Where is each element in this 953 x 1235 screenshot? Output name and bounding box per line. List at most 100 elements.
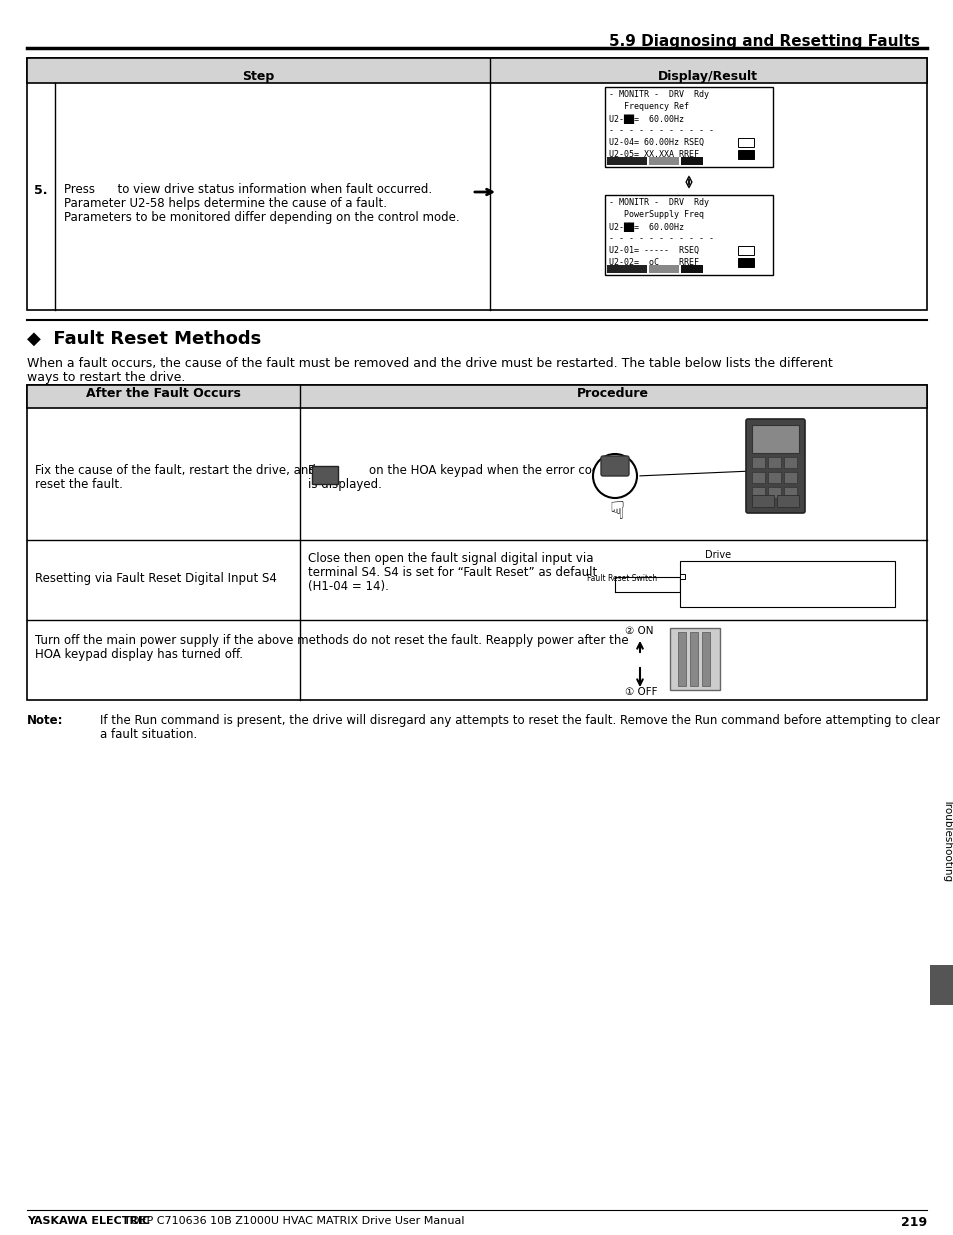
Bar (783, 487, 796, 498)
Bar (783, 472, 796, 483)
Text: When a fault occurs, the cause of the fault must be removed and the drive must b: When a fault occurs, the cause of the fa… (27, 357, 832, 370)
Text: Freq Ref (OPR): Freq Ref (OPR) (754, 426, 794, 431)
Text: RREF: RREF (738, 259, 753, 264)
Text: ◆  Fault Reset Methods: ◆ Fault Reset Methods (27, 330, 261, 348)
Bar (648, 157, 679, 165)
Text: U2-██=  60.00Hz: U2-██= 60.00Hz (608, 222, 683, 231)
Text: ...: ... (770, 443, 779, 448)
Text: 5.9 Diagnosing and Resetting Faults: 5.9 Diagnosing and Resetting Faults (608, 35, 919, 49)
Bar (767, 457, 781, 468)
Text: JOG: JOG (620, 157, 633, 163)
Text: is displayed.: is displayed. (308, 478, 381, 492)
Text: ② ON: ② ON (624, 626, 653, 636)
Bar (738, 246, 753, 254)
Bar (689, 632, 698, 685)
Text: - MONITR -  DRV  Rdy: - MONITR - DRV Rdy (608, 198, 708, 207)
Text: YASKAWA ELECTRIC: YASKAWA ELECTRIC (27, 1216, 150, 1226)
Text: Drive: Drive (704, 550, 730, 559)
Bar (738, 258, 753, 267)
Bar (604, 86, 772, 167)
Bar (776, 495, 799, 508)
Text: ☟: ☟ (609, 500, 624, 524)
Text: RSEQ: RSEQ (738, 247, 753, 252)
Text: U2-02=  oC    RREF: U2-02= oC RREF (608, 258, 699, 267)
FancyBboxPatch shape (745, 419, 804, 513)
Text: (H1-04 = 14).: (H1-04 = 14). (308, 580, 389, 593)
Text: ways to restart the drive.: ways to restart the drive. (27, 370, 185, 384)
Text: - - - - - - - - - - -: - - - - - - - - - - - (608, 233, 713, 243)
Text: TOEP C710636 10B Z1000U HVAC MATRIX Drive User Manual: TOEP C710636 10B Z1000U HVAC MATRIX Driv… (117, 1216, 464, 1226)
Text: Resetting via Fault Reset Digital Input S4: Resetting via Fault Reset Digital Input … (35, 572, 276, 585)
Text: 219: 219 (900, 1216, 926, 1229)
Bar (767, 487, 781, 498)
Text: a fault situation.: a fault situation. (100, 727, 197, 741)
Bar (679, 561, 894, 606)
Text: S4  Fault Reset Digital Input: S4 Fault Reset Digital Input (684, 576, 810, 584)
Text: Display/Result: Display/Result (658, 70, 758, 83)
Text: AUTO: AUTO (757, 496, 768, 501)
Bar (680, 266, 702, 273)
Bar (751, 487, 764, 498)
Text: 5.: 5. (34, 184, 48, 196)
Bar (751, 457, 764, 468)
Text: U2-01= -----  RSEQ: U2-01= ----- RSEQ (608, 246, 699, 254)
Text: Step: Step (242, 70, 274, 83)
Text: Press        on the HOA keypad when the error code: Press on the HOA keypad when the error c… (308, 464, 606, 477)
Bar (929, 965, 953, 1005)
Text: Turn off the main power supply if the above methods do not reset the fault. Reap: Turn off the main power supply if the ab… (35, 634, 628, 647)
Bar (679, 574, 684, 579)
Text: Note:: Note: (27, 714, 64, 727)
Circle shape (593, 454, 637, 498)
Text: U2-██=  60.00Hz: U2-██= 60.00Hz (608, 114, 683, 124)
Text: OFF: OFF (782, 496, 792, 501)
Text: Close then open the fault signal digital input via: Close then open the fault signal digital… (308, 552, 593, 564)
Bar (783, 457, 796, 468)
Text: U1-02=60.00Hz: U1-02=60.00Hz (756, 437, 793, 442)
Text: U2-04= 60.00Hz RSEQ: U2-04= 60.00Hz RSEQ (608, 138, 703, 147)
FancyBboxPatch shape (600, 456, 628, 475)
Bar (751, 472, 764, 483)
Bar (669, 629, 720, 690)
Text: FWD: FWD (657, 266, 670, 270)
Bar (648, 266, 679, 273)
Text: RESET: RESET (603, 468, 625, 473)
Bar (767, 472, 781, 483)
Bar (604, 195, 772, 275)
Text: Parameter U2-58 helps determine the cause of a fault.: Parameter U2-58 helps determine the caus… (64, 198, 387, 210)
Bar (27, 58, 926, 310)
Text: Press      to view drive status information when fault occurred.: Press to view drive status information w… (64, 183, 432, 196)
Text: terminal S4. S4 is set for “Fault Reset” as default: terminal S4. S4 is set for “Fault Reset”… (308, 566, 597, 579)
Text: Fault Reset Switch: Fault Reset Switch (586, 574, 657, 583)
Bar (27, 58, 926, 83)
Text: If the Run command is present, the drive will disregard any attempts to reset th: If the Run command is present, the drive… (100, 714, 939, 727)
Bar (27, 385, 926, 408)
Text: U1-01=60.00Hz: U1-01=60.00Hz (756, 431, 793, 436)
Bar (606, 266, 646, 273)
Text: RESET: RESET (314, 475, 335, 480)
Text: Troubleshooting: Troubleshooting (942, 799, 952, 882)
Bar (27, 385, 926, 700)
Bar (751, 425, 799, 453)
Text: Frequency Ref: Frequency Ref (608, 103, 688, 111)
Bar (751, 495, 773, 508)
Bar (678, 632, 685, 685)
Text: SC  Digital Input Common: SC Digital Input Common (684, 588, 801, 597)
Text: PowerSupply Freq: PowerSupply Freq (608, 210, 703, 219)
Text: RREF: RREF (738, 151, 753, 156)
Text: reset the fault.: reset the fault. (35, 478, 123, 492)
Text: >: > (609, 459, 620, 473)
Text: FWD: FWD (657, 157, 670, 163)
Text: - MONITR -  DRV  Rdy: - MONITR - DRV Rdy (608, 90, 708, 99)
Text: >: > (319, 467, 330, 480)
Bar (606, 157, 646, 165)
Text: Procedure: Procedure (577, 387, 648, 400)
Text: U2-05= XX.XXA RREF: U2-05= XX.XXA RREF (608, 149, 699, 159)
Text: ① OFF: ① OFF (624, 687, 657, 697)
Text: JOG: JOG (620, 266, 633, 270)
Text: RSEQ: RSEQ (738, 140, 753, 144)
Text: 5: 5 (934, 969, 948, 988)
Bar (738, 138, 753, 147)
Text: - - - - - - - - - - -: - - - - - - - - - - - (608, 126, 713, 135)
Text: Parameters to be monitored differ depending on the control mode.: Parameters to be monitored differ depend… (64, 211, 459, 224)
Text: HOA keypad display has turned off.: HOA keypad display has turned off. (35, 648, 243, 661)
